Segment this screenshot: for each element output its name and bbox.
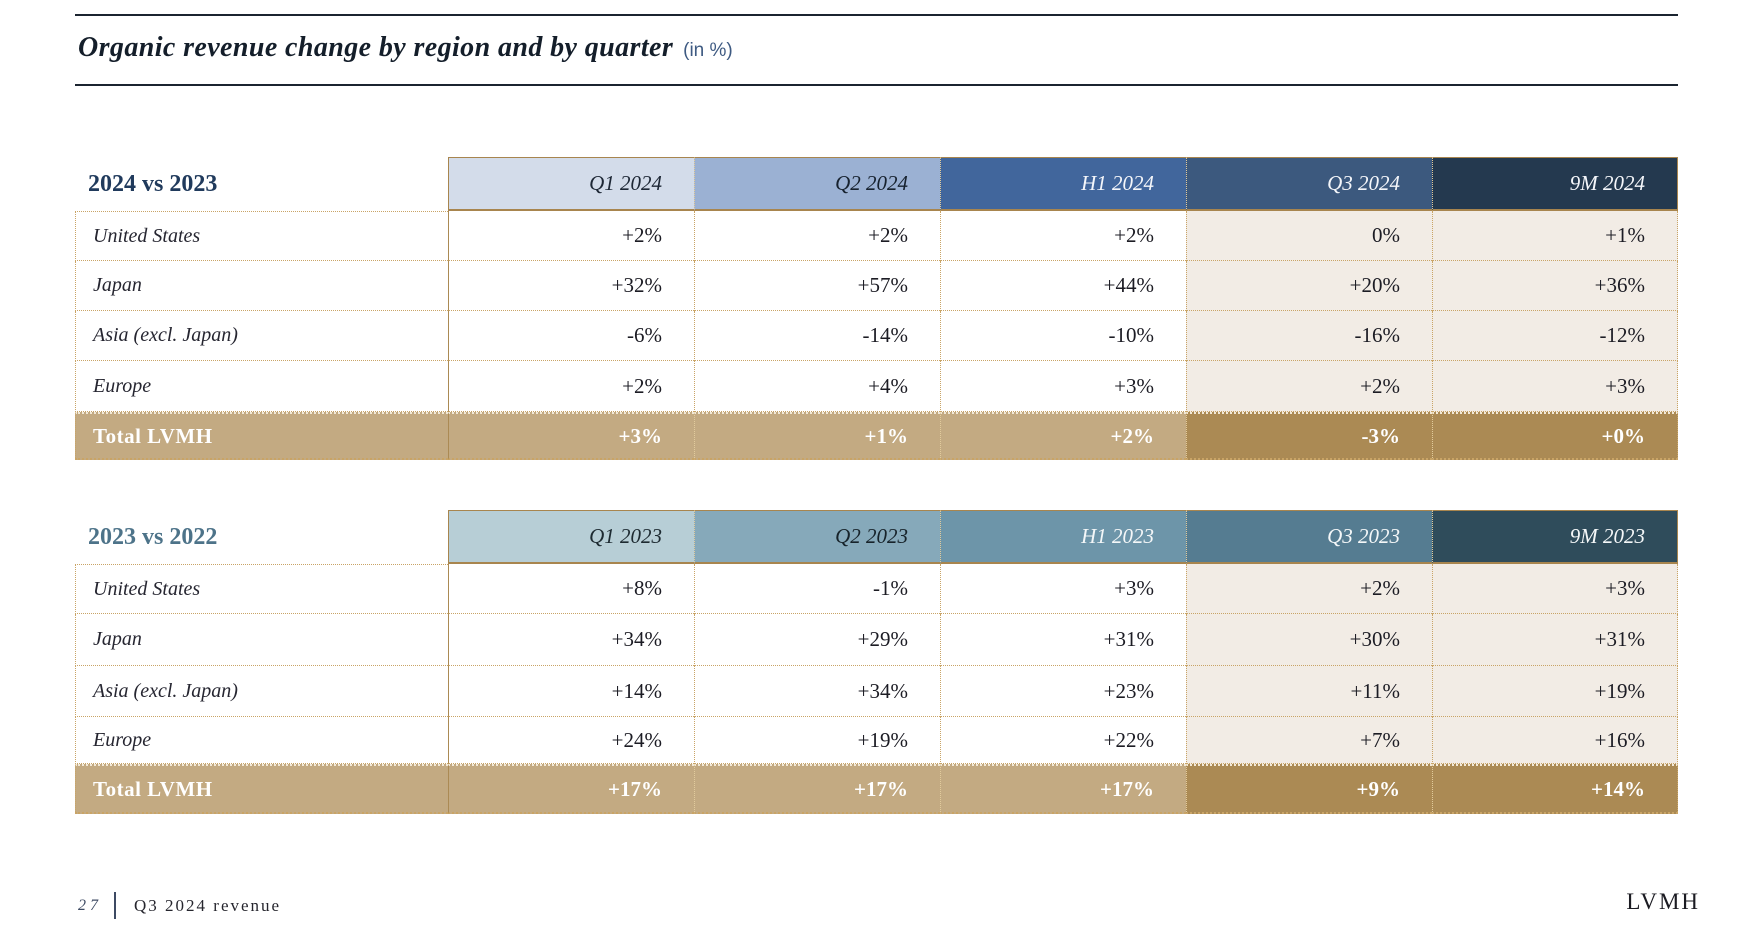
table-cell: +19% xyxy=(1432,666,1678,717)
page-title-unit: (in %) xyxy=(683,40,733,61)
table-cell: +16% xyxy=(1432,717,1678,764)
table-cell: +7% xyxy=(1186,717,1432,764)
column-header: Q2 2024 xyxy=(694,157,940,211)
table-cell: -1% xyxy=(694,564,940,614)
table-cell: +2% xyxy=(1186,361,1432,412)
table-cell: +11% xyxy=(1186,666,1432,717)
table-cell: -14% xyxy=(694,311,940,361)
table-cell: +30% xyxy=(1186,614,1432,666)
table-cell: +36% xyxy=(1432,261,1678,311)
table-cell: +8% xyxy=(448,564,694,614)
table-period-label: 2023 vs 2022 xyxy=(75,510,448,564)
total-cell: +1% xyxy=(694,412,940,460)
table-cell: +22% xyxy=(940,717,1186,764)
row-label: United States xyxy=(75,211,448,261)
total-row-label: Total LVMH xyxy=(75,764,448,814)
table-cell: +3% xyxy=(940,564,1186,614)
table-cell: +3% xyxy=(940,361,1186,412)
table-cell: +34% xyxy=(694,666,940,717)
column-header: 9M 2023 xyxy=(1432,510,1678,564)
footer: 27 Q3 2024 revenue xyxy=(78,892,281,919)
table-2024-vs-2023: 2024 vs 2023 Q1 2024 Q2 2024 H1 2024 Q3 … xyxy=(75,157,1678,460)
table-cell: +2% xyxy=(1186,564,1432,614)
table-period-label: 2024 vs 2023 xyxy=(75,157,448,211)
table-cell: -16% xyxy=(1186,311,1432,361)
table-cell: -10% xyxy=(940,311,1186,361)
table-cell: +32% xyxy=(448,261,694,311)
column-header: 9M 2024 xyxy=(1432,157,1678,211)
total-cell: +2% xyxy=(940,412,1186,460)
total-cell: +17% xyxy=(448,764,694,814)
row-label: Asia (excl. Japan) xyxy=(75,311,448,361)
table-cell: +20% xyxy=(1186,261,1432,311)
column-header: Q3 2024 xyxy=(1186,157,1432,211)
row-label: Europe xyxy=(75,717,448,764)
page-title: Organic revenue change by region and by … xyxy=(78,32,674,63)
table-cell: +14% xyxy=(448,666,694,717)
row-label: Asia (excl. Japan) xyxy=(75,666,448,717)
table-cell: -6% xyxy=(448,311,694,361)
table-cell: +23% xyxy=(940,666,1186,717)
table-cell: +19% xyxy=(694,717,940,764)
table-cell: -12% xyxy=(1432,311,1678,361)
table-cell: +2% xyxy=(448,211,694,261)
total-cell: +9% xyxy=(1186,764,1432,814)
table-2023-vs-2022: 2023 vs 2022 Q1 2023 Q2 2023 H1 2023 Q3 … xyxy=(75,510,1678,814)
total-cell: +3% xyxy=(448,412,694,460)
column-header: Q3 2023 xyxy=(1186,510,1432,564)
total-cell: -3% xyxy=(1186,412,1432,460)
page-number: 27 xyxy=(78,896,102,914)
table-cell: +4% xyxy=(694,361,940,412)
title-underline-rule xyxy=(75,84,1678,86)
row-label: Europe xyxy=(75,361,448,412)
table-cell: +2% xyxy=(448,361,694,412)
total-cell: +0% xyxy=(1432,412,1678,460)
footer-section-title: Q3 2024 revenue xyxy=(134,895,282,915)
table-cell: +3% xyxy=(1432,361,1678,412)
table-cell: +2% xyxy=(694,211,940,261)
table-cell: +44% xyxy=(940,261,1186,311)
table-cell: +57% xyxy=(694,261,940,311)
table-cell: +34% xyxy=(448,614,694,666)
table-cell: +31% xyxy=(940,614,1186,666)
table-cell: +29% xyxy=(694,614,940,666)
table-cell: +2% xyxy=(940,211,1186,261)
total-cell: +17% xyxy=(940,764,1186,814)
total-cell: +14% xyxy=(1432,764,1678,814)
column-header: H1 2024 xyxy=(940,157,1186,211)
total-row-label: Total LVMH xyxy=(75,412,448,460)
row-label: Japan xyxy=(75,261,448,311)
top-rule xyxy=(75,14,1678,16)
total-cell: +17% xyxy=(694,764,940,814)
row-label: United States xyxy=(75,564,448,614)
row-label: Japan xyxy=(75,614,448,666)
table-cell: +24% xyxy=(448,717,694,764)
column-header: H1 2023 xyxy=(940,510,1186,564)
column-header: Q1 2023 xyxy=(448,510,694,564)
lvmh-logo: LVMH xyxy=(1626,889,1700,914)
table-cell: +1% xyxy=(1432,211,1678,261)
column-header: Q1 2024 xyxy=(448,157,694,211)
slide-header: Organic revenue change by region and by … xyxy=(78,32,733,64)
table-cell: +3% xyxy=(1432,564,1678,614)
table-cell: +31% xyxy=(1432,614,1678,666)
footer-divider xyxy=(114,892,116,919)
table-cell: 0% xyxy=(1186,211,1432,261)
column-header: Q2 2023 xyxy=(694,510,940,564)
